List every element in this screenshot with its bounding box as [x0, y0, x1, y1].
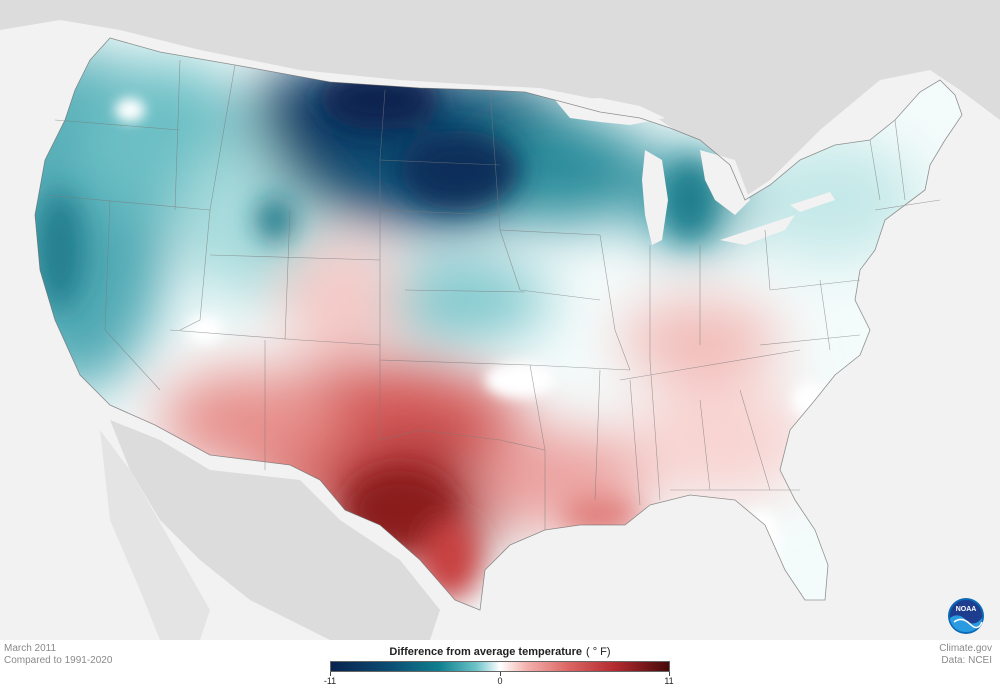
legend-min-label: -11	[323, 676, 337, 686]
source-site-label: Climate.gov	[939, 643, 992, 654]
temperature-anomaly-map: NOAA	[0, 0, 1000, 640]
svg-text:NOAA: NOAA	[956, 606, 977, 613]
great-lakes	[555, 98, 835, 245]
legend-title: Difference from average temperature ( ° F…	[330, 646, 670, 658]
baseline-period-label: Compared to 1991-2020	[4, 655, 113, 666]
source-data-label: Data: NCEI	[941, 655, 992, 666]
legend-tick-mid	[500, 672, 501, 676]
legend-color-bar	[330, 661, 670, 672]
legend-max-label: 11	[664, 676, 674, 686]
legend-title-text: Difference from average temperature	[389, 646, 582, 658]
surrounding-land	[0, 0, 1000, 640]
legend-mid-label: 0	[497, 676, 503, 686]
noaa-logo: NOAA	[948, 598, 984, 634]
legend-tick-max	[669, 672, 670, 676]
map-footer: March 2011 Compared to 1991-2020 Differe…	[0, 640, 1000, 690]
legend-tick-min	[330, 672, 331, 676]
map-svg: NOAA	[0, 0, 1000, 640]
state-boundaries	[34, 37, 963, 611]
legend-unit: ( ° F)	[586, 646, 611, 658]
map-date-label: March 2011	[4, 643, 57, 654]
